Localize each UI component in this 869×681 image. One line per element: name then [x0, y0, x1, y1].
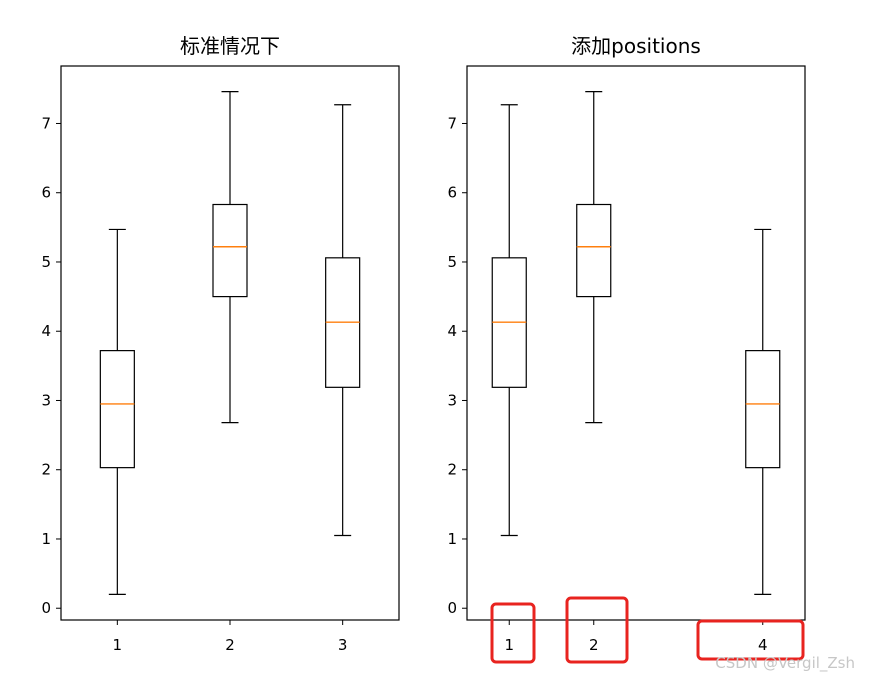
y-tick-label: 3	[41, 391, 51, 409]
box-2	[212, 91, 248, 424]
x-tick-label: 2	[589, 636, 599, 654]
x-tick-label: 4	[758, 636, 768, 654]
y-tick-label: 1	[447, 530, 457, 548]
x-tick-label: 2	[225, 636, 235, 654]
y-tick-label: 2	[41, 461, 51, 479]
y-tick-label: 2	[447, 461, 457, 479]
axes-frame	[466, 65, 806, 621]
chart-title: 添加positions	[571, 34, 701, 58]
x-tick-label: 1	[504, 636, 514, 654]
box-iqr	[576, 203, 612, 298]
y-tick-label: 6	[447, 184, 457, 202]
watermark: CSDN @Vergil_Zsh	[715, 654, 855, 673]
y-tick-label: 7	[447, 114, 457, 132]
y-tick-label: 4	[41, 322, 51, 340]
box-4	[745, 228, 781, 595]
box-iqr	[99, 350, 135, 469]
y-tick-label: 5	[41, 253, 51, 271]
y-tick-label: 6	[41, 184, 51, 202]
box-2	[576, 91, 612, 424]
box-iqr	[212, 203, 248, 298]
y-tick-label: 0	[41, 599, 51, 617]
x-tick-label: 1	[113, 636, 123, 654]
highlight-box-1	[490, 602, 536, 664]
chart-title: 标准情况下	[180, 34, 280, 58]
y-tick-label: 0	[447, 599, 457, 617]
box-3	[325, 104, 361, 537]
chart-panel-standard: 标准情况下 0 1 2 3 4 5 6 7 1 2 3	[41, 34, 400, 654]
y-tick-label: 7	[41, 114, 51, 132]
highlight-box-2	[565, 596, 629, 664]
box-1	[491, 104, 527, 537]
y-tick-label: 3	[447, 391, 457, 409]
highlight-box-4	[696, 619, 805, 661]
x-tick-label: 3	[338, 636, 348, 654]
y-tick-label: 4	[447, 322, 457, 340]
y-tick-label: 1	[41, 530, 51, 548]
box-1	[99, 228, 135, 595]
chart-panel-positions: 添加positions 0 1 2 3 4 5 6 7 1 2 4	[447, 34, 806, 664]
box-iqr	[745, 350, 781, 469]
y-tick-label: 5	[447, 253, 457, 271]
